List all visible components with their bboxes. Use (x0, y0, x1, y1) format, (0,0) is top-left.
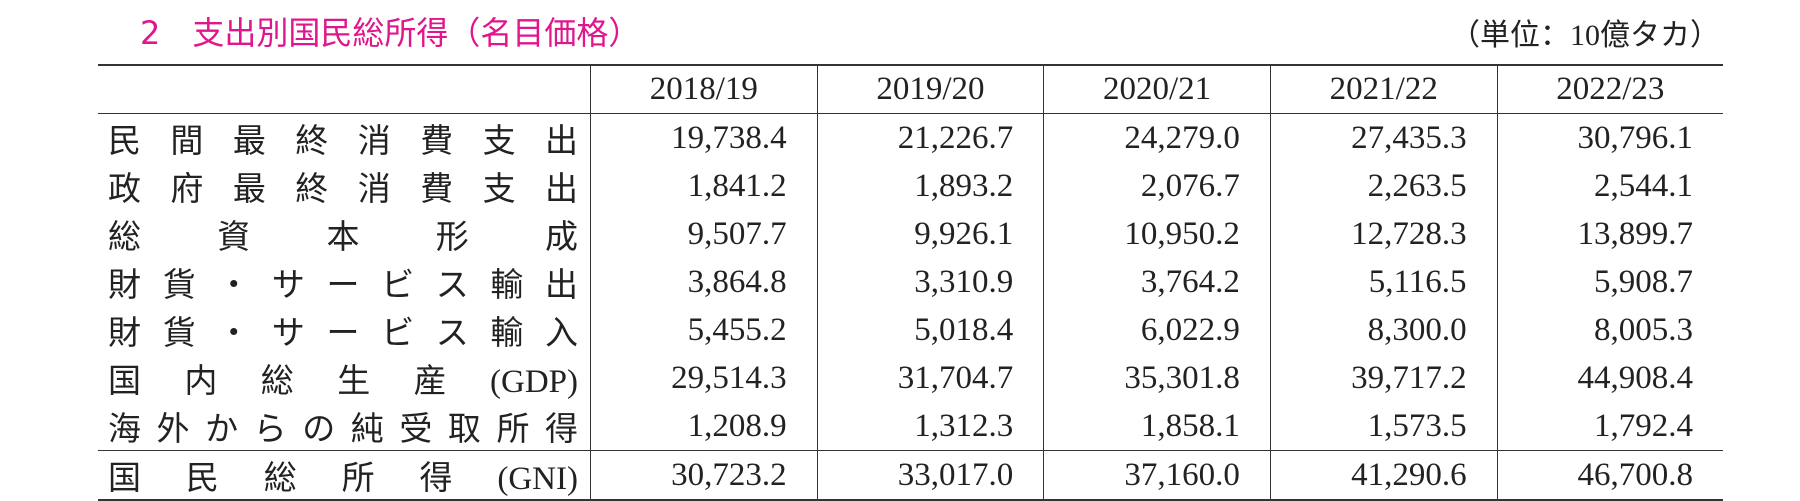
cell: 24,279.0 (1043, 113, 1271, 162)
cell: 1,858.1 (1043, 402, 1271, 451)
column-header: 2022/23 (1496, 65, 1723, 114)
table-row: 財貨・サービス輸出 3,864.8 3,310.9 3,764.2 5,116.5 5,9… (98, 258, 1723, 306)
column-header: 2021/22 (1269, 65, 1498, 114)
cell: 1,312.3 (816, 402, 1044, 451)
cell: 21,226.7 (816, 113, 1044, 162)
cell: 2,263.5 (1269, 162, 1498, 210)
cell: 29,514.3 (590, 354, 818, 402)
cell: 5,116.5 (1269, 258, 1498, 306)
cell: 1,893.2 (816, 162, 1044, 210)
header-row: 2018/19 2019/20 2020/21 2021/22 2022/23 (98, 65, 1723, 114)
cell: 37,160.0 (1043, 450, 1271, 500)
column-header: 2020/21 (1043, 65, 1271, 114)
row-label: 海外からの純受取所得 (108, 412, 578, 448)
column-header: 2018/19 (590, 65, 818, 114)
row-label: 国民総所得(GNI) (108, 461, 578, 497)
cell: 31,704.7 (816, 354, 1044, 402)
cell: 1,841.2 (590, 162, 818, 210)
cell: 5,018.4 (816, 306, 1044, 354)
row-label: 政府最終消費支出 (108, 172, 578, 208)
table-row: 政府最終消費支出 1,841.2 1,893.2 2,076.7 2,263.5 2,54… (98, 162, 1723, 210)
cell: 3,864.8 (590, 258, 818, 306)
table-row: 総資本形成 9,507.7 9,926.1 10,950.2 12,728.3 13,89… (98, 210, 1723, 258)
table-row: 民間最終消費支出 19,738.4 21,226.7 24,279.0 27,435.3… (98, 113, 1723, 162)
cell: 9,926.1 (816, 210, 1044, 258)
cell: 13,899.7 (1496, 210, 1723, 258)
cell: 35,301.8 (1043, 354, 1271, 402)
row-label: 国内総生産(GDP) (108, 364, 578, 400)
table-row: 財貨・サービス輸入 5,455.2 5,018.4 6,022.9 8,300.0 8,0… (98, 306, 1723, 354)
cell: 27,435.3 (1269, 113, 1498, 162)
cell: 30,796.1 (1496, 113, 1723, 162)
cell: 19,738.4 (590, 113, 818, 162)
cell: 30,723.2 (590, 450, 818, 500)
cell: 8,005.3 (1496, 306, 1723, 354)
cell: 39,717.2 (1269, 354, 1498, 402)
cell: 46,700.8 (1496, 450, 1723, 500)
row-label: 財貨・サービス輸入 (108, 316, 578, 352)
cell: 3,764.2 (1043, 258, 1271, 306)
cell: 6,022.9 (1043, 306, 1271, 354)
cell: 1,208.9 (590, 402, 818, 451)
corner (98, 65, 591, 114)
cell: 3,310.9 (816, 258, 1044, 306)
cell: 33,017.0 (816, 450, 1044, 500)
table-row: 国内総生産(GDP) 29,514.3 31,704.7 35,301.8 39,717… (98, 354, 1723, 402)
table-row: 海外からの純受取所得 1,208.9 1,312.3 1,858.1 1,573.5 1,… (98, 402, 1723, 451)
cell: 9,507.7 (590, 210, 818, 258)
cell: 1,792.4 (1496, 402, 1723, 451)
cell: 41,290.6 (1269, 450, 1498, 500)
table-row: 国民総所得(GNI) 30,723.2 33,017.0 37,160.0 41,290… (98, 450, 1723, 500)
cell: 2,076.7 (1043, 162, 1271, 210)
cell: 44,908.4 (1496, 354, 1723, 402)
table-body: 民間最終消費支出 19,738.4 21,226.7 24,279.0 27,435.3… (98, 113, 1723, 500)
cell: 8,300.0 (1269, 306, 1498, 354)
row-label: 総資本形成 (108, 220, 578, 256)
cell: 2,544.1 (1496, 162, 1723, 210)
row-label: 財貨・サービス輸出 (108, 268, 578, 304)
column-header: 2019/20 (816, 65, 1044, 114)
cell: 5,908.7 (1496, 258, 1723, 306)
unit: （単位：10億タカ） (1450, 19, 1720, 52)
cell: 10,950.2 (1043, 210, 1271, 258)
cell: 1,573.5 (1269, 402, 1498, 451)
row-label: 民間最終消費支出 (108, 124, 578, 160)
cell: 12,728.3 (1269, 210, 1498, 258)
cell: 5,455.2 (590, 306, 818, 354)
title: 2 支出別国民総所得（名目価格） (140, 14, 641, 52)
table: 2018/19 2019/20 2020/21 2021/22 2022/23 民間最終… (98, 64, 1723, 501)
